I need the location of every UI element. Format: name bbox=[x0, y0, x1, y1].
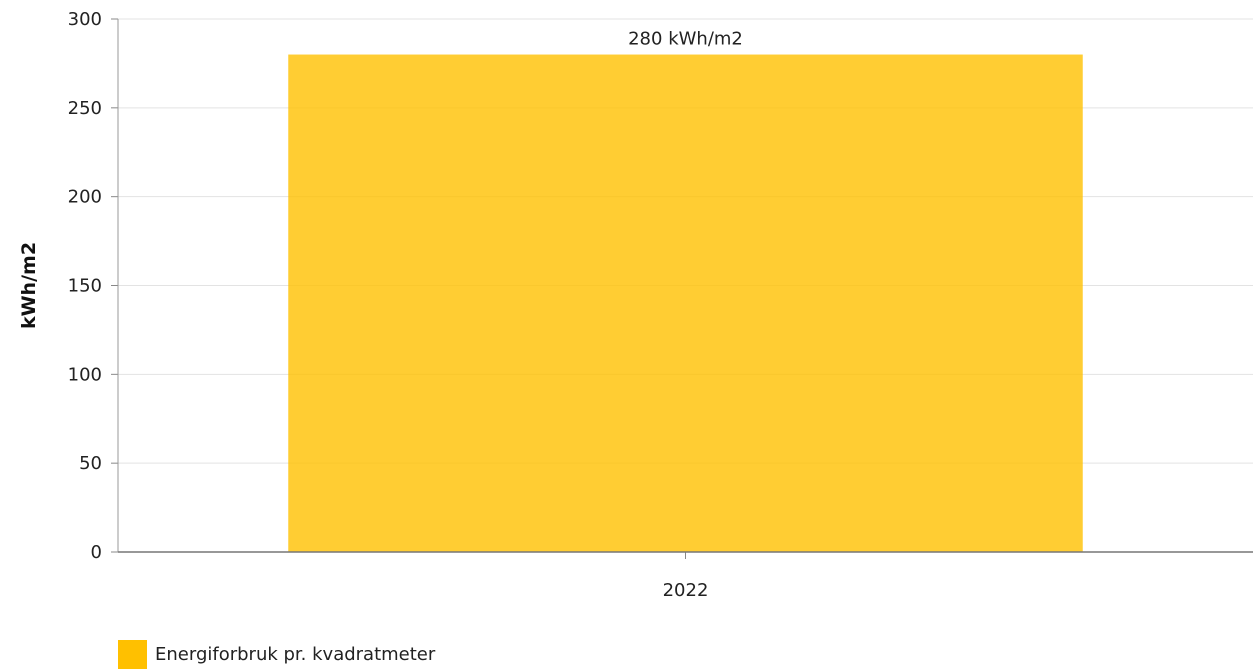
y-axis-ticks: 0 50 100 150 200 250 300 bbox=[68, 9, 118, 563]
legend-label: Energiforbruk pr. kvadratmeter bbox=[155, 644, 436, 665]
y-tick-label: 100 bbox=[68, 364, 102, 385]
legend[interactable]: Energiforbruk pr. kvadratmeter bbox=[118, 640, 435, 669]
y-tick-label: 200 bbox=[68, 187, 102, 208]
bar bbox=[288, 54, 1083, 553]
y-axis-title: kWh/m2 bbox=[18, 242, 40, 329]
bar-data-label: 280 kWh/m2 bbox=[628, 29, 743, 50]
bars: 280 kWh/m2 bbox=[288, 29, 1083, 553]
y-tick-label: 0 bbox=[91, 542, 102, 563]
bar-chart: 0 50 100 150 200 250 300 280 kWh/m2 2022 kWh/m… bbox=[18, 9, 1253, 601]
y-tick-label: 150 bbox=[68, 276, 102, 297]
x-axis-ticks: 2022 bbox=[663, 552, 709, 601]
y-tick-label: 250 bbox=[68, 98, 102, 119]
x-tick-label: 2022 bbox=[663, 580, 709, 601]
y-tick-label: 300 bbox=[68, 9, 102, 30]
y-tick-label: 50 bbox=[79, 453, 102, 474]
legend-swatch bbox=[118, 640, 147, 669]
